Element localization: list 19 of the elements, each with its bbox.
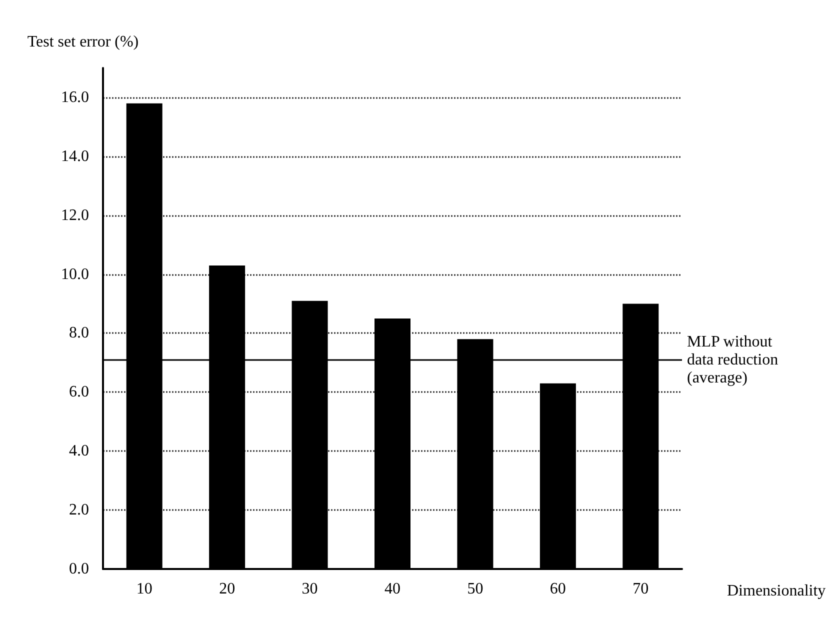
x-tick-label: 30	[302, 580, 318, 598]
x-tick-label: 20	[219, 580, 236, 598]
x-axis-title: Dimensionality	[727, 582, 826, 600]
y-tick-label: 14.0	[61, 148, 89, 165]
y-tick-label: 6.0	[69, 384, 89, 401]
y-tick-label: 0.0	[69, 560, 89, 578]
x-tick-label: 70	[632, 580, 649, 598]
y-tick-label: 16.0	[61, 88, 89, 106]
y-tick-label: 4.0	[69, 442, 89, 460]
y-axis-title: Test set error (%)	[27, 34, 139, 50]
x-tick-label: 40	[384, 580, 400, 598]
y-tick-label: 12.0	[61, 206, 89, 224]
x-tick-label: 50	[467, 580, 484, 598]
y-tick-label: 2.0	[69, 502, 89, 519]
y-tick-label: 10.0	[61, 266, 89, 283]
ref-line-label: MLP without data reduction (average)	[687, 333, 782, 386]
x-tick-label: 10	[136, 580, 152, 598]
y-tick-label: 8.0	[69, 324, 89, 342]
x-tick-label: 60	[550, 580, 566, 598]
